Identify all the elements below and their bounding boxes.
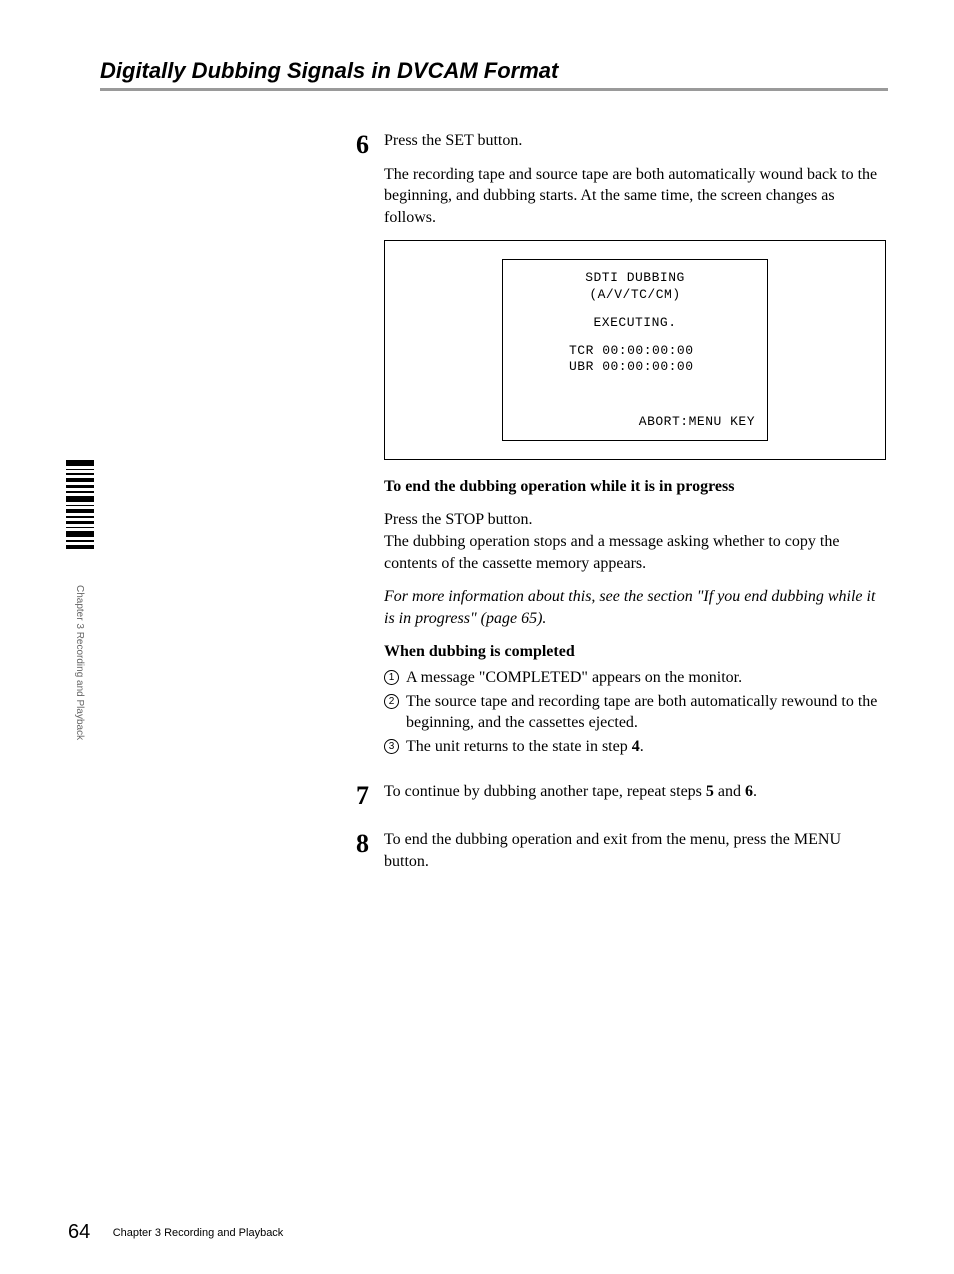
screen-line-6: ABORT:MENU KEY [515,414,755,430]
ci3c: . [640,738,644,755]
step7-text: To continue by dubbing another tape, rep… [384,781,886,803]
step-7: 7 To continue by dubbing another tape, r… [356,781,886,815]
completed-item-3-text: The unit returns to the state in step 4. [406,736,644,758]
step6-lead: Press the SET button. [384,130,886,152]
step6-para1: The recording tape and source tape are b… [384,164,886,229]
completed-item-2-text: The source tape and recording tape are b… [406,691,886,734]
s7c: and [714,783,745,800]
screen-line-4: TCR 00:00:00:00 [515,343,755,359]
step-number: 6 [356,132,384,767]
end-dubbing-p2: The dubbing operation stops and a messag… [384,531,886,574]
screen-line-3: EXECUTING. [515,315,755,331]
footer-chapter-label: Chapter 3 Recording and Playback [113,1227,284,1239]
cross-ref-note: For more information about this, see the… [384,586,886,629]
heading-when-completed: When dubbing is completed [384,641,886,663]
step-number: 8 [356,831,384,884]
body-content: 6 Press the SET button. The recording ta… [356,130,886,898]
ci3a: The unit returns to the state in step [406,738,632,755]
circled-1-icon: 1 [384,667,406,689]
end-dubbing-p1: Press the STOP button. [384,509,886,531]
screen-line-2: (A/V/TC/CM) [515,287,755,303]
completed-item-1: 1 A message "COMPLETED" appears on the m… [384,667,886,689]
s7e: . [753,783,757,800]
step8-text: To end the dubbing operation and exit fr… [384,829,886,872]
step-6: 6 Press the SET button. The recording ta… [356,130,886,767]
s7a: To continue by dubbing another tape, rep… [384,783,706,800]
s7d: 6 [745,783,753,800]
side-chapter-label: Chapter 3 Recording and Playback [74,585,85,740]
monitor-figure: SDTI DUBBING (A/V/TC/CM) EXECUTING. TCR … [384,240,886,460]
margin-barcode [66,460,94,570]
page-footer: 64 Chapter 3 Recording and Playback [68,1221,283,1244]
ci3b: 4 [632,738,640,755]
screen-line-1: SDTI DUBBING [515,270,755,286]
circled-2-icon: 2 [384,691,406,734]
screen-line-5: UBR 00:00:00:00 [515,359,755,375]
completed-item-1-text: A message "COMPLETED" appears on the mon… [406,667,742,689]
s7b: 5 [706,783,714,800]
page-title: Digitally Dubbing Signals in DVCAM Forma… [100,58,558,84]
completed-list: 1 A message "COMPLETED" appears on the m… [384,667,886,757]
step-8: 8 To end the dubbing operation and exit … [356,829,886,884]
step-body: To end the dubbing operation and exit fr… [384,829,886,884]
monitor-screen: SDTI DUBBING (A/V/TC/CM) EXECUTING. TCR … [502,259,768,441]
step-body: To continue by dubbing another tape, rep… [384,781,886,815]
step-body: Press the SET button. The recording tape… [384,130,886,767]
completed-item-2: 2 The source tape and recording tape are… [384,691,886,734]
title-rule [100,88,888,91]
circled-3-icon: 3 [384,736,406,758]
heading-end-dubbing: To end the dubbing operation while it is… [384,476,886,498]
step-number: 7 [356,783,384,815]
page-number: 64 [68,1221,90,1243]
completed-item-3: 3 The unit returns to the state in step … [384,736,886,758]
